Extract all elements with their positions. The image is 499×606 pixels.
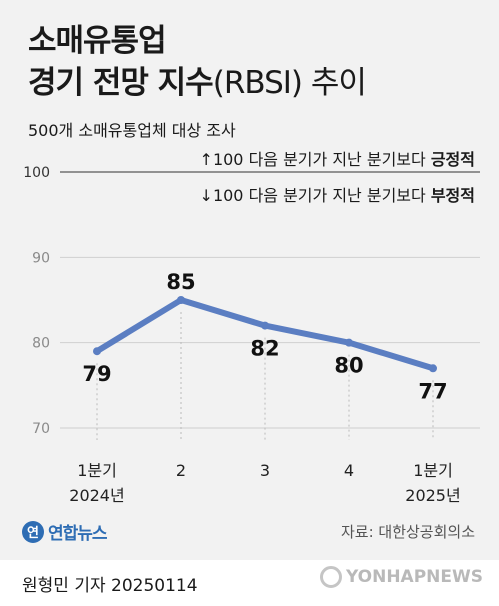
reference-above-bold: 긍정적 [430, 150, 475, 169]
yonhap-logo: 연 연합뉴스 [22, 519, 108, 544]
data-label-4: 77 [418, 379, 447, 403]
yonhap-watermark: YONHAPNEWS [319, 566, 483, 588]
xtick-label-0-1: 2024년 [69, 486, 124, 505]
reference-below-text: ↓100 다음 분기가 지난 분기보다 [199, 186, 431, 205]
title-line-1: 소매유통업 [28, 23, 167, 59]
reference-below-bold: 부정적 [430, 186, 475, 205]
xtick-label-1-0: 2 [176, 461, 186, 480]
title-line-2-bold: 경기 전망 지수 [28, 65, 214, 101]
page-title: 소매유통업 경기 전망 지수(RBSI) 추이 [28, 20, 367, 104]
ytick-label-100: 100 [23, 165, 50, 181]
reference-above-text: ↑100 다음 분기가 지난 분기보다 [199, 150, 431, 169]
title-line-2-light: (RBSI) 추이 [212, 65, 367, 101]
xtick-label-3-0: 4 [344, 461, 354, 480]
data-point-4 [429, 364, 437, 373]
ytick-label-90: 90 [32, 250, 50, 266]
ytick-label-70: 70 [32, 421, 50, 437]
data-point-2 [261, 321, 269, 330]
reference-below-note: ↓100 다음 분기가 지난 분기보다 부정적 [200, 182, 475, 206]
data-point-0 [93, 347, 101, 356]
data-point-1 [177, 296, 185, 304]
yonhap-logo-text: 연합뉴스 [48, 524, 108, 544]
xtick-label-4-0: 1분기 [413, 461, 453, 480]
title-line-2: 경기 전망 지수(RBSI) 추이 [28, 62, 367, 104]
xtick-label-4-1: 2025년 [405, 486, 460, 505]
source-note: 자료: 대한상공회의소 [340, 523, 475, 541]
data-label-1: 85 [166, 270, 195, 294]
data-label-3: 80 [334, 354, 363, 378]
data-label-2: 82 [250, 337, 279, 361]
ytick-label-80: 80 [32, 336, 50, 352]
author-credit: 원형민 기자 20250114 [22, 576, 198, 596]
yonhap-watermark-text: YONHAPNEWS [345, 567, 483, 587]
xtick-label-0-0: 1분기 [77, 461, 117, 480]
yonhap-watermark-icon [319, 566, 342, 588]
chart-canvas [0, 0, 499, 560]
data-point-3 [345, 338, 353, 347]
reference-above-note: ↑100 다음 분기가 지난 분기보다 긍정적 [200, 146, 475, 170]
yonhap-logo-mark: 연 [22, 520, 44, 543]
xtick-label-2-0: 3 [260, 461, 270, 480]
data-label-0: 79 [82, 362, 111, 386]
line-chart: 70 80 90 100 1분기 2024년 2 3 4 1분기 2025년 79 85 82 80 77 [23, 165, 480, 505]
subtitle: 500개 소매유통업체 대상 조사 [28, 121, 236, 140]
